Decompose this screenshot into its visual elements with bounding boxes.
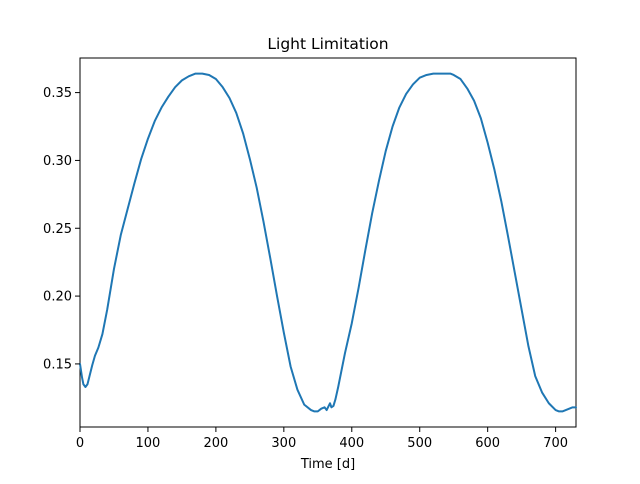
x-tick-label-500: 500 [407,436,432,451]
series-line-light-limitation [79,72,577,413]
x-tick-label-700: 700 [543,436,568,451]
x-tick-label-200: 200 [203,436,228,451]
y-tick-label-0.15: 0.15 [43,357,72,372]
y-axis: 0.15 0.20 0.25 0.30 0.35 [43,86,80,372]
x-tick-label-0: 0 [76,436,84,451]
y-tick-label-0.20: 0.20 [43,290,72,305]
x-tick-label-400: 400 [339,436,364,451]
y-tick-label-0.30: 0.30 [43,154,72,169]
x-axis-label: Time [d] [300,457,355,472]
x-tick-label-100: 100 [136,436,161,451]
y-tick-label-0.25: 0.25 [43,222,72,237]
chart-title: Light Limitation [267,35,388,53]
plot-frame [79,57,577,428]
x-tick-label-300: 300 [271,436,296,451]
plot-area [79,57,577,428]
y-tick-label-0.35: 0.35 [43,86,72,101]
x-axis: 0 100 200 300 400 500 600 700 [76,427,568,451]
x-tick-label-600: 600 [475,436,500,451]
